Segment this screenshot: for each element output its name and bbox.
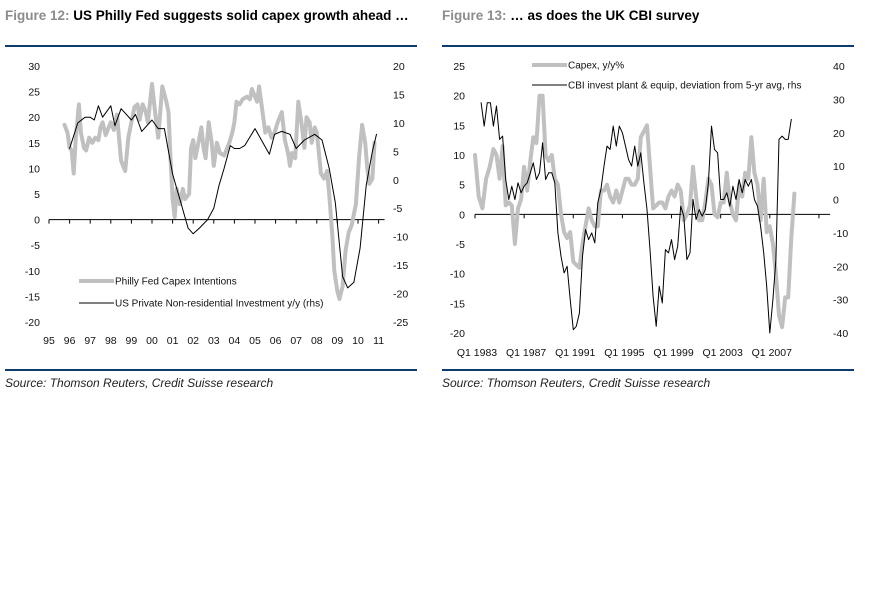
y-left-tick-label: -15 xyxy=(450,298,465,310)
source-note: Source: Thomson Reuters, Credit Suisse r… xyxy=(5,376,274,390)
x-tick-label: 99 xyxy=(126,335,138,347)
figure-heading: US Philly Fed suggests solid capex growt… xyxy=(73,8,409,23)
x-tick-label: 09 xyxy=(332,335,344,347)
series-line-philly-fed-capex-intentions xyxy=(62,81,377,301)
y-left-tick-label: 25 xyxy=(453,61,465,73)
x-tick-label: 11 xyxy=(373,335,384,347)
y-left-tick-label: -10 xyxy=(25,266,40,278)
figure-heading: … as does the UK CBI survey xyxy=(510,8,700,23)
y-right-tick-label: 20 xyxy=(393,61,405,73)
y-right-tick-label: -10 xyxy=(393,232,408,244)
series-points-capex-y-y xyxy=(475,96,794,327)
x-tick-label: 96 xyxy=(64,335,76,347)
x-tick-label: 10 xyxy=(352,335,364,347)
x-tick-label: 02 xyxy=(187,335,199,347)
x-tick-label: 97 xyxy=(84,335,96,347)
y-right-tick-label: 0 xyxy=(393,175,399,187)
title-rule xyxy=(5,45,417,47)
y-right-tick-label: 10 xyxy=(833,161,845,173)
figure-number: Figure 12: xyxy=(5,8,70,23)
y-left-tick-label: 0 xyxy=(34,215,40,227)
x-tick-label: Q1 1995 xyxy=(604,347,644,359)
y-right-tick-label: 30 xyxy=(833,94,845,106)
x-tick-label: 03 xyxy=(208,335,220,347)
legend-label: US Private Non-residential Investment y/… xyxy=(115,299,323,310)
y-left-tick-label: 30 xyxy=(28,61,40,73)
legend-label: Philly Fed Capex Intentions xyxy=(115,277,237,288)
x-tick-label: 06 xyxy=(270,335,282,347)
x-tick-label: 05 xyxy=(249,335,261,347)
x-tick-label: 08 xyxy=(311,335,323,347)
y-right-tick-label: -40 xyxy=(833,328,848,340)
y-left-tick-label: -5 xyxy=(456,239,465,251)
y-left-tick-label: 5 xyxy=(34,189,40,201)
y-left-tick-label: -20 xyxy=(25,317,40,329)
x-tick-label: Q1 1983 xyxy=(457,347,497,359)
y-left-tick-label: -5 xyxy=(31,240,40,252)
y-right-tick-label: 0 xyxy=(833,195,839,207)
x-tick-label: 95 xyxy=(43,335,55,347)
y-right-tick-label: -20 xyxy=(393,289,408,301)
series-points-cbi-invest-plant-equip-deviation-from-5-yr-avg-rhs xyxy=(481,103,791,333)
x-tick-label: Q1 2003 xyxy=(703,347,743,359)
y-left-tick-label: 15 xyxy=(453,120,465,132)
chart-us-capex: 30 25 20 15 10 5 0 -5 -10 -15 -20 20 15 10 5 0 -5 -10 -15 -… xyxy=(25,61,409,347)
legend: Capex, y/y% CBI invest plant & equip, dev… xyxy=(532,61,801,92)
y-right-tick-label: -5 xyxy=(393,203,402,215)
y-right-tick-label: 15 xyxy=(393,89,405,101)
y-left-tick-label: 5 xyxy=(459,180,465,192)
x-tick-label: 01 xyxy=(167,335,179,347)
x-tick-label: Q1 2007 xyxy=(752,347,792,359)
source-note: Source: Thomson Reuters, Credit Suisse r… xyxy=(442,376,711,390)
y-left-tick-label: -10 xyxy=(450,269,465,281)
series-line-us-private-non-residential-investment-y-y-rhs xyxy=(69,105,377,289)
title-rule xyxy=(442,45,854,47)
y-right-tick-label: -30 xyxy=(833,295,848,307)
figure-12: Figure 12: US Philly Fed suggests solid … xyxy=(5,0,417,390)
x-tick-label: Q1 1999 xyxy=(653,347,693,359)
source-rule xyxy=(5,369,417,371)
y-left-tick-label: 10 xyxy=(28,163,40,175)
figure-number: Figure 13: xyxy=(442,8,507,23)
figure-13: Figure 13: … as does the UK CBI survey 2… xyxy=(442,0,854,390)
y-left-tick-label: -15 xyxy=(25,291,40,303)
y-right-tick-label: -20 xyxy=(833,261,848,273)
legend-label: CBI invest plant & equip, deviation from… xyxy=(568,81,801,92)
series-line-cbi-invest-plant-equip-deviation-from-5-yr-avg-rhs xyxy=(480,102,792,334)
legend: Philly Fed Capex Intentions US Private No… xyxy=(79,277,323,310)
y-left-tick-label: 20 xyxy=(453,91,465,103)
y-right-tick-label: -25 xyxy=(393,317,408,329)
y-left-tick-label: 15 xyxy=(28,138,40,150)
source-rule xyxy=(442,369,854,371)
x-tick-label: Q1 1991 xyxy=(555,347,595,359)
x-tick-label: 98 xyxy=(105,335,117,347)
y-left-tick-label: 20 xyxy=(28,112,40,124)
y-left-tick-label: -20 xyxy=(450,328,465,340)
y-left-tick-label: 10 xyxy=(453,150,465,162)
legend-label: Capex, y/y% xyxy=(568,61,624,72)
y-right-tick-label: 10 xyxy=(393,118,405,130)
x-tick-label: 07 xyxy=(290,335,302,347)
y-right-tick-label: -15 xyxy=(393,260,408,272)
series-line-capex-y-y xyxy=(473,93,797,330)
x-tick-label: 00 xyxy=(146,335,158,347)
y-right-tick-label: -10 xyxy=(833,228,848,240)
y-right-tick-label: 20 xyxy=(833,128,845,140)
y-left-tick-label: 25 xyxy=(28,87,40,99)
figure-title: Figure 13: … as does the UK CBI survey xyxy=(442,0,854,44)
y-right-tick-label: 40 xyxy=(833,61,845,73)
y-left-tick-label: 0 xyxy=(459,209,465,221)
x-tick-label: Q1 1987 xyxy=(506,347,546,359)
y-right-tick-label: 5 xyxy=(393,146,399,158)
figure-title: Figure 12: US Philly Fed suggests solid … xyxy=(5,0,417,44)
chart-uk-cbi: 25 20 15 10 5 0 -5 -10 -15 -20 40 30 20 10 0 -10 -20 -30 -… xyxy=(450,61,849,360)
x-tick-label: 04 xyxy=(229,335,241,347)
